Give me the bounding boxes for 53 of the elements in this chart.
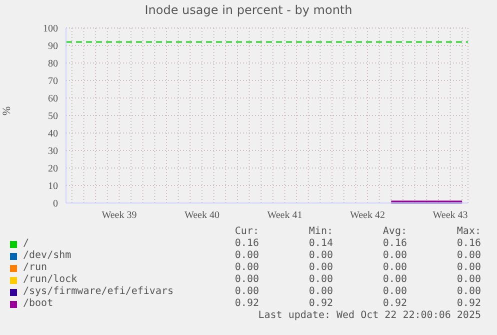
text: 0.92 <box>456 298 481 310</box>
y-tick-label: 100 <box>43 24 58 35</box>
legend-label: / <box>22 238 30 250</box>
text: 0.92 <box>308 298 333 310</box>
text: 0.16 <box>382 238 407 250</box>
text: 0.00 <box>234 286 259 298</box>
text: 0.92 <box>234 298 259 310</box>
text: 0.00 <box>456 286 481 298</box>
text: 0.00 <box>308 262 333 274</box>
legend-label: /run/lock <box>22 274 78 286</box>
y-tick-label: 20 <box>48 164 58 175</box>
y-tick-label: 80 <box>48 58 58 70</box>
x-tick-label: Week 43 <box>432 210 468 222</box>
text: 0.00 <box>382 262 407 274</box>
y-tick-label: 50 <box>48 111 58 122</box>
legend-label: /dev/shm <box>22 250 72 262</box>
y-tick-label: 40 <box>48 128 58 140</box>
legend-label: /boot <box>22 298 54 310</box>
y-tick-label: 10 <box>48 181 58 192</box>
text: 0.00 <box>456 262 481 274</box>
legend-label: /run <box>22 262 48 274</box>
x-tick-label: Week 40 <box>184 210 220 222</box>
y-tick-label: 60 <box>48 94 58 105</box>
text: Avg: <box>382 226 407 238</box>
y-axis-title: % <box>0 106 13 116</box>
x-tick-label: Week 41 <box>267 210 302 222</box>
x-tick-label: Week 39 <box>102 210 137 222</box>
text: 0.00 <box>456 250 481 262</box>
text: Min: <box>308 226 333 238</box>
text: 0.16 <box>234 238 259 250</box>
text: 0.14 <box>308 238 333 250</box>
text: 0.00 <box>308 250 333 262</box>
y-tick-label: 70 <box>48 76 58 88</box>
text: 0.00 <box>234 262 259 274</box>
chart-title: Inode usage in percent - by month <box>144 3 354 17</box>
text: 0.00 <box>234 250 259 262</box>
text: 0.92 <box>382 298 407 310</box>
y-tick-label: 0 <box>53 198 58 210</box>
text: 0.00 <box>308 286 333 298</box>
text: 0.00 <box>456 274 481 286</box>
y-tick-label: 30 <box>48 146 58 158</box>
y-tick-label: 90 <box>48 41 58 52</box>
text: Last update: Wed Oct 22 22:00:06 2025 <box>257 310 481 322</box>
x-tick-label: Week 42 <box>350 210 386 222</box>
text: 0.00 <box>382 274 407 286</box>
text: 0.00 <box>382 286 407 298</box>
text: 0.00 <box>234 274 259 286</box>
legend-label: /sys/firmware/efi/efivars <box>22 286 175 298</box>
text: 0.16 <box>456 238 481 250</box>
text: 0.00 <box>308 274 333 286</box>
text: 0.00 <box>382 250 407 262</box>
text: Cur: <box>234 226 259 238</box>
text: Max: <box>456 226 481 238</box>
